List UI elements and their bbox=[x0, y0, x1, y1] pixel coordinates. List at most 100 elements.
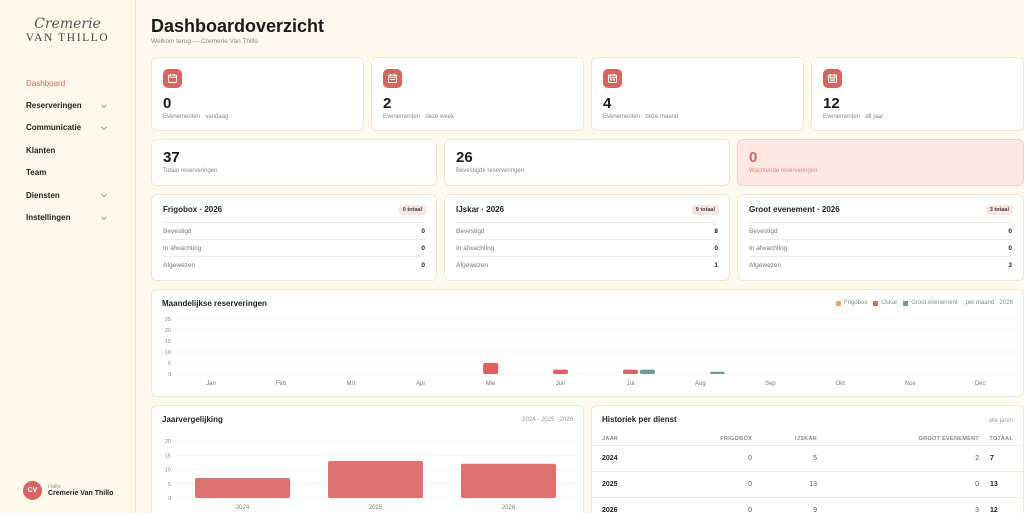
monthly-chart-card: Maandelijkse reserveringen Frigobox IJsk… bbox=[151, 289, 1024, 397]
x-tick-label: Sep bbox=[765, 381, 776, 387]
brand-script: Cremerie bbox=[34, 16, 101, 32]
table-title: Historiek per dienst bbox=[602, 415, 677, 424]
column-header: FRIGOBOX bbox=[720, 436, 752, 442]
chevron-down-icon bbox=[101, 216, 107, 220]
column-header: TOTAAL bbox=[989, 436, 1013, 442]
calendar-week-icon bbox=[383, 69, 402, 88]
cell-total: 12 bbox=[990, 507, 998, 513]
stat-value: 26 bbox=[456, 149, 473, 166]
status-badge: 3 totaal bbox=[985, 205, 1013, 215]
row-label: In afwachting bbox=[163, 244, 202, 252]
user-profile[interactable]: CV Hallo Cremerie Van Thillo bbox=[23, 481, 113, 500]
service-card-ijskar: IJskar · 2026 9 totaal Bevestigd 8 In afw… bbox=[444, 194, 730, 281]
cell-total: 7 bbox=[990, 455, 994, 462]
cell-groot-evenement: 2 bbox=[975, 455, 979, 462]
stat-card-events-year: 12 Evenementen · dit jaar bbox=[811, 57, 1024, 131]
bar-year-2024 bbox=[195, 478, 290, 498]
sidebar-item-diensten[interactable]: Diensten bbox=[0, 184, 136, 206]
sidebar-item-team[interactable]: Team bbox=[0, 162, 136, 184]
sidebar-item-label: Diensten bbox=[26, 190, 60, 200]
row-label: In afwachting bbox=[456, 244, 495, 252]
chart-title: Maandelijkse reserveringen bbox=[162, 299, 267, 308]
stat-card-total-reservations: 37 Totaal reserveringen bbox=[151, 139, 437, 186]
y-tick-label: 5 bbox=[168, 482, 171, 488]
bar-groot-evenement-aug bbox=[709, 371, 725, 374]
service-row: Afgewezen 0 bbox=[163, 256, 425, 273]
sidebar-item-label: Team bbox=[26, 168, 47, 178]
history-table-card: Historiek per dienst alle jaren JAAR FRI… bbox=[591, 405, 1024, 513]
stat-card-pending-reservations: 0 Wachtende reserveringen bbox=[737, 139, 1024, 186]
calendar-month-icon bbox=[603, 69, 622, 88]
row-value: 1 bbox=[714, 261, 718, 269]
legend-period: per maand · 2026 bbox=[965, 300, 1013, 306]
row-label: Afgewezen bbox=[456, 261, 489, 269]
cell-frigobox: 0 bbox=[748, 481, 752, 488]
cell-groot-evenement: 0 bbox=[975, 481, 979, 488]
status-badge: 9 totaal bbox=[691, 205, 719, 215]
sidebar-item-klanten[interactable]: Klanten bbox=[0, 139, 136, 161]
stat-label: Totaal reserveringen bbox=[163, 168, 218, 174]
stat-value: 0 bbox=[749, 149, 758, 166]
bar-ijskar-jul bbox=[622, 369, 638, 374]
brand-name: VAN THILLO bbox=[25, 32, 110, 44]
y-tick-label: 10 bbox=[165, 468, 171, 474]
table-row: 2026 0 9 3 12 bbox=[592, 497, 1023, 513]
x-tick-label: Feb bbox=[276, 381, 287, 387]
x-tick-label: Okt bbox=[836, 381, 846, 387]
y-tick-label: 20 bbox=[165, 439, 171, 445]
legend-label: Groot evenement bbox=[911, 300, 958, 306]
sidebar: Cremerie VAN THILLO Dashboard Reserverin… bbox=[0, 0, 136, 513]
sidebar-item-instellingen[interactable]: Instellingen bbox=[0, 206, 136, 228]
monthly-bar-chart: 0 5 10 15 20 25 Jan Feb Mrt Apr Mei Jun Jul Aug Sep Okt… bbox=[165, 317, 1015, 387]
row-label: In afwachting bbox=[749, 244, 788, 252]
service-row: Bevestigd 8 bbox=[456, 222, 718, 239]
row-value: 0 bbox=[1008, 244, 1012, 252]
calendar-today-icon bbox=[163, 69, 182, 88]
service-row: Bevestigd 0 bbox=[163, 222, 425, 239]
stat-label: Evenementen · dit jaar bbox=[823, 114, 884, 120]
cell-year: 2025 bbox=[602, 481, 618, 488]
cell-year: 2026 bbox=[602, 507, 618, 513]
x-tick-label: Mei bbox=[486, 381, 496, 387]
bar-year-2025 bbox=[328, 460, 423, 498]
sidebar-item-communicatie[interactable]: Communicatie bbox=[0, 117, 136, 139]
sidebar-item-reserveringen[interactable]: Reserveringen bbox=[0, 94, 136, 116]
cell-frigobox: 0 bbox=[748, 455, 752, 462]
row-label: Afgewezen bbox=[163, 261, 196, 269]
chart-legend: Frigobox IJskar Groot evenement per maan… bbox=[830, 300, 1013, 306]
x-tick-label: 2024 bbox=[236, 505, 250, 511]
user-name: Cremerie Van Thillo bbox=[48, 490, 114, 497]
y-tick-label: 15 bbox=[165, 339, 171, 345]
table-row: 2024 0 5 2 7 bbox=[592, 445, 1023, 471]
y-tick-label: 20 bbox=[165, 328, 171, 334]
legend-label: IJskar bbox=[881, 300, 898, 306]
page-title: Dashboardoverzicht bbox=[151, 16, 325, 36]
bar-ijskar-mei bbox=[483, 363, 499, 374]
x-tick-label: Nov bbox=[905, 381, 916, 387]
calendar-year-icon bbox=[823, 69, 842, 88]
x-tick-label: 2026 bbox=[502, 505, 516, 511]
cell-frigobox: 0 bbox=[748, 507, 752, 513]
stat-value: 37 bbox=[163, 149, 180, 166]
stat-label: Evenementen · deze maand bbox=[603, 114, 679, 120]
user-greeting: Hallo bbox=[48, 484, 61, 490]
y-tick-label: 0 bbox=[168, 372, 171, 378]
stat-label: Bevestigde reserveringen bbox=[456, 168, 525, 174]
status-badge: 0 totaal bbox=[398, 205, 426, 215]
row-label: Bevestigd bbox=[456, 227, 485, 235]
avatar: CV bbox=[23, 481, 42, 500]
filter-link[interactable]: alle jaren bbox=[988, 418, 1013, 424]
y-tick-label: 10 bbox=[165, 350, 171, 356]
sidebar-item-label: Klanten bbox=[26, 145, 56, 155]
stat-label: Evenementen · vandaag bbox=[163, 114, 229, 120]
x-tick-label: Jul bbox=[627, 381, 635, 387]
stat-card-events-week: 2 Evenementen · deze week bbox=[371, 57, 584, 131]
legend-swatch-ijskar bbox=[873, 300, 879, 306]
cell-ijskar: 13 bbox=[809, 481, 817, 488]
brand-logo[interactable]: Cremerie VAN THILLO bbox=[0, 0, 135, 45]
service-row: In afwachting 0 bbox=[749, 239, 1012, 256]
service-row: Afgewezen 3 bbox=[749, 256, 1012, 273]
row-value: 0 bbox=[714, 244, 718, 252]
sidebar-item-dashboard[interactable]: Dashboard bbox=[0, 72, 136, 94]
legend-swatch-groot-evenement bbox=[903, 300, 909, 306]
